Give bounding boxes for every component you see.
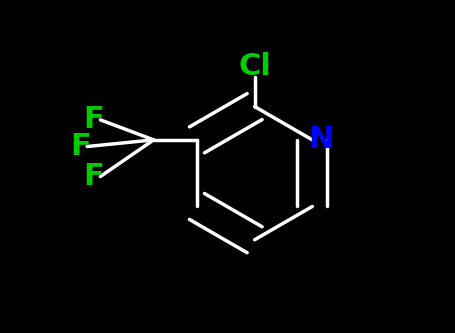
Text: F: F xyxy=(70,132,91,161)
Text: N: N xyxy=(307,125,333,155)
Text: Cl: Cl xyxy=(238,52,270,81)
Text: F: F xyxy=(83,105,104,135)
Text: F: F xyxy=(83,162,104,191)
